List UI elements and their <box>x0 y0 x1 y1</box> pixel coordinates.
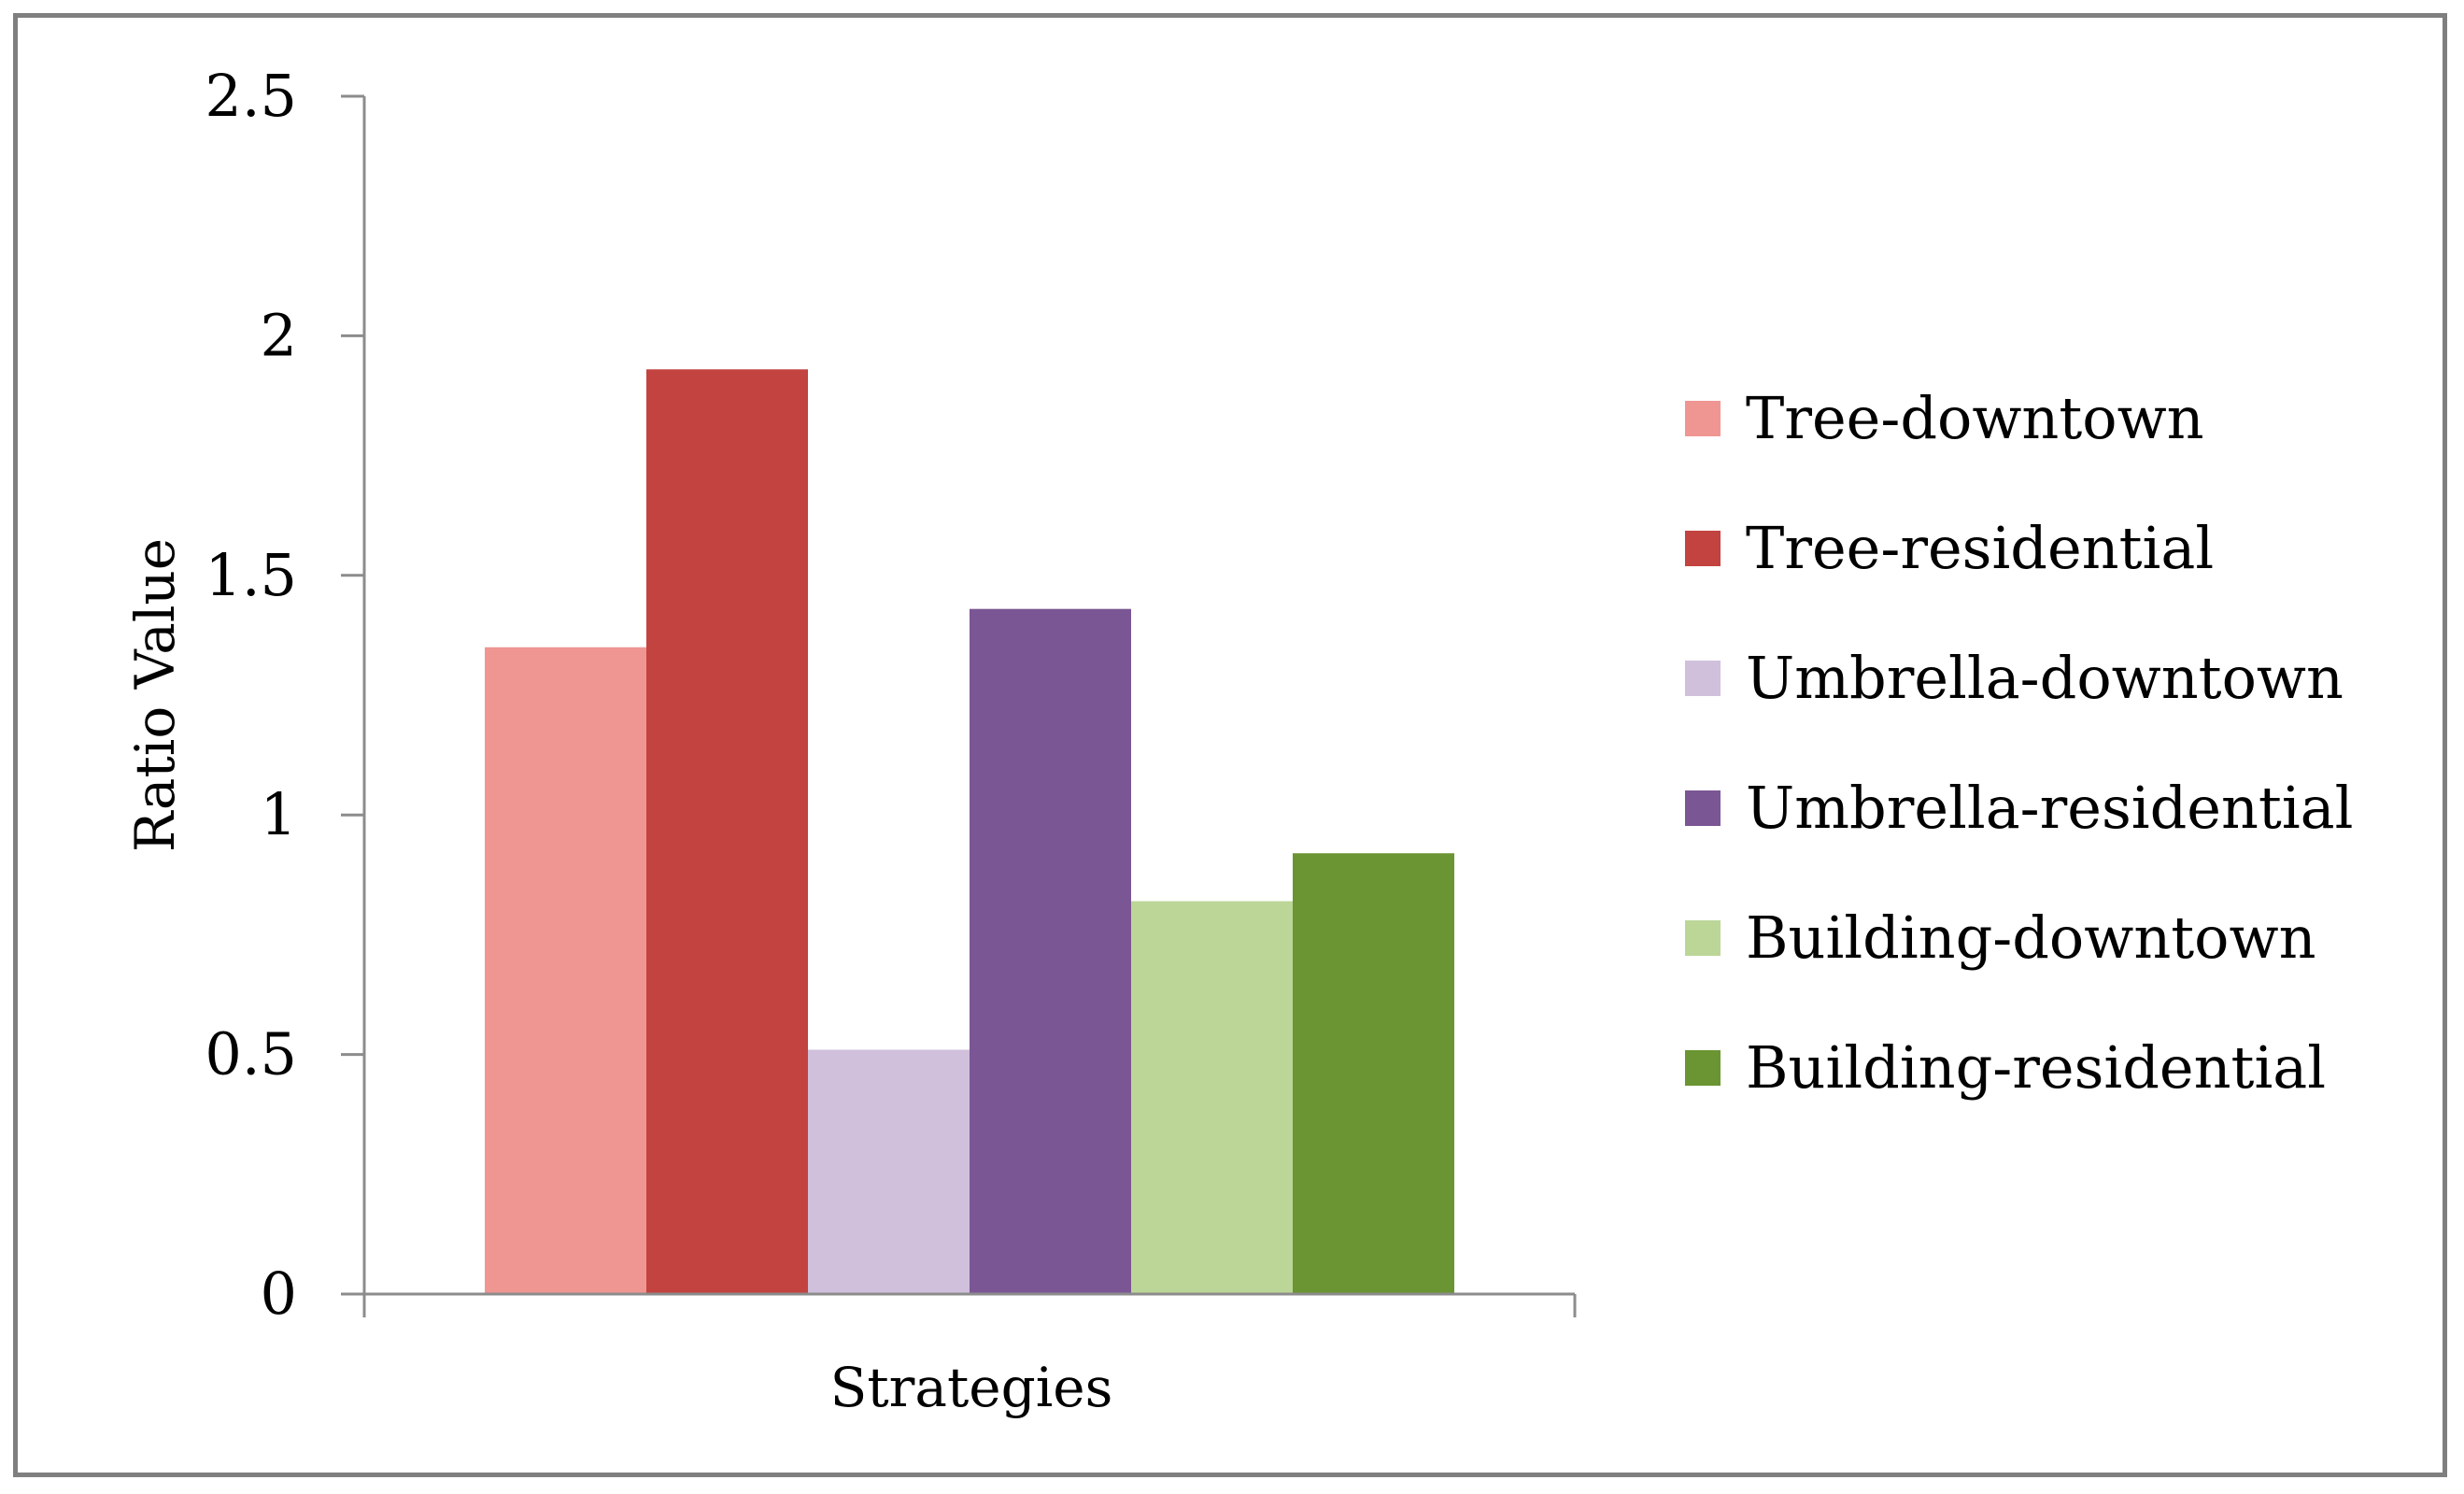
y-tick-label: 1 <box>261 780 297 848</box>
bar-building-residential <box>1293 853 1454 1294</box>
bar-umbrella-downtown <box>808 1049 970 1294</box>
y-axis-title: Ratio Value <box>123 538 187 852</box>
y-tick-label: 0.5 <box>205 1020 297 1088</box>
y-tick-label: 1.5 <box>205 541 297 609</box>
y-tick-label: 2 <box>261 301 297 369</box>
y-tick-label: 0 <box>261 1259 297 1328</box>
legend-swatch-building-downtown <box>1685 920 1721 956</box>
bar-tree-downtown <box>485 647 646 1294</box>
legend-label: Tree-downtown <box>1746 384 2204 452</box>
bars <box>485 369 1454 1294</box>
legend-swatch-umbrella-residential <box>1685 790 1721 826</box>
y-tick-label: 2.5 <box>205 62 297 130</box>
legend-label: Tree-residential <box>1746 514 2214 582</box>
legend-swatch-tree-residential <box>1685 531 1721 566</box>
y-axis-ticks: 0 0.5 1 1.5 2 2.5 <box>205 62 364 1328</box>
legend-swatch-tree-downtown <box>1685 401 1721 436</box>
legend: Tree-downtown Tree-residential Umbrella-do… <box>1685 384 2353 1102</box>
legend-label: Umbrella-downtown <box>1746 644 2344 712</box>
bar-tree-residential <box>646 369 808 1294</box>
x-axis-title: Strategies <box>830 1356 1113 1419</box>
legend-swatch-building-residential <box>1685 1050 1721 1086</box>
bar-umbrella-residential <box>970 608 1131 1294</box>
legend-label: Building-residential <box>1746 1033 2326 1102</box>
legend-swatch-umbrella-downtown <box>1685 661 1721 696</box>
bar-building-downtown <box>1131 901 1293 1294</box>
legend-label: Building-downtown <box>1746 904 2316 972</box>
legend-label: Umbrella-residential <box>1746 774 2353 842</box>
